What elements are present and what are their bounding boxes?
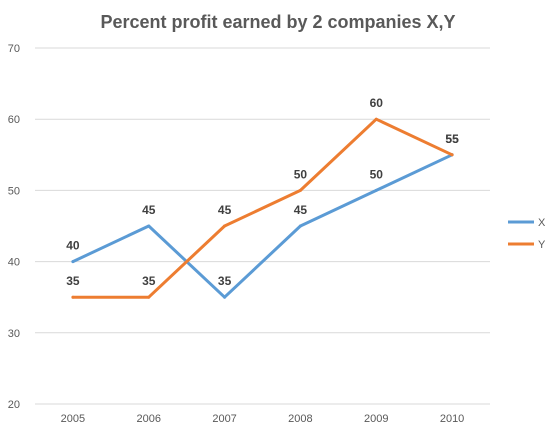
x-tick-label: 2009 bbox=[364, 413, 388, 425]
data-point-y bbox=[450, 153, 454, 157]
data-label-x: 45 bbox=[294, 203, 308, 217]
y-tick-label: 20 bbox=[8, 399, 20, 411]
data-point-x bbox=[223, 295, 227, 299]
data-point-y bbox=[147, 295, 151, 299]
data-label-x: 50 bbox=[370, 167, 384, 181]
data-point-y bbox=[71, 295, 75, 299]
data-point-y bbox=[298, 188, 302, 192]
data-point-x bbox=[374, 188, 378, 192]
x-tick-label: 2006 bbox=[137, 413, 161, 425]
series-line-y bbox=[71, 117, 454, 299]
data-label-y: 45 bbox=[218, 203, 232, 217]
legend-label-x: X bbox=[538, 217, 546, 229]
x-tick-label: 2010 bbox=[440, 413, 464, 425]
data-label-x: 40 bbox=[66, 239, 80, 253]
data-point-y bbox=[223, 224, 227, 228]
data-label-y: 35 bbox=[66, 274, 80, 288]
data-label-y: 50 bbox=[294, 167, 308, 181]
y-tick-label: 60 bbox=[8, 114, 20, 126]
data-label-x: 35 bbox=[218, 274, 232, 288]
legend-label-y: Y bbox=[538, 239, 546, 251]
y-tick-label: 70 bbox=[8, 43, 20, 55]
data-label-x: 45 bbox=[142, 203, 156, 217]
series-lines bbox=[71, 117, 454, 299]
y-tick-label: 30 bbox=[8, 328, 20, 340]
data-label-x: 55 bbox=[445, 132, 459, 146]
x-tick-label: 2007 bbox=[212, 413, 236, 425]
grid-lines bbox=[35, 47, 490, 405]
data-point-x bbox=[71, 260, 75, 264]
data-label-y: 55 bbox=[445, 132, 459, 146]
data-point-x bbox=[147, 224, 151, 228]
x-axis-ticks: 2005 2006 2007 2008 2009 2010 bbox=[61, 413, 465, 425]
data-label-y: 60 bbox=[370, 96, 384, 110]
data-point-x bbox=[298, 224, 302, 228]
data-label-y: 35 bbox=[142, 274, 156, 288]
x-tick-label: 2005 bbox=[61, 413, 85, 425]
series-line-x bbox=[71, 153, 454, 299]
y-axis-ticks: 20 30 40 50 60 70 bbox=[8, 43, 20, 411]
y-tick-label: 40 bbox=[8, 257, 20, 269]
x-tick-label: 2008 bbox=[288, 413, 312, 425]
legend: XY bbox=[508, 217, 546, 251]
y-tick-label: 50 bbox=[8, 185, 20, 197]
data-point-y bbox=[374, 117, 378, 121]
chart-title: Percent profit earned by 2 companies X,Y bbox=[100, 12, 455, 32]
